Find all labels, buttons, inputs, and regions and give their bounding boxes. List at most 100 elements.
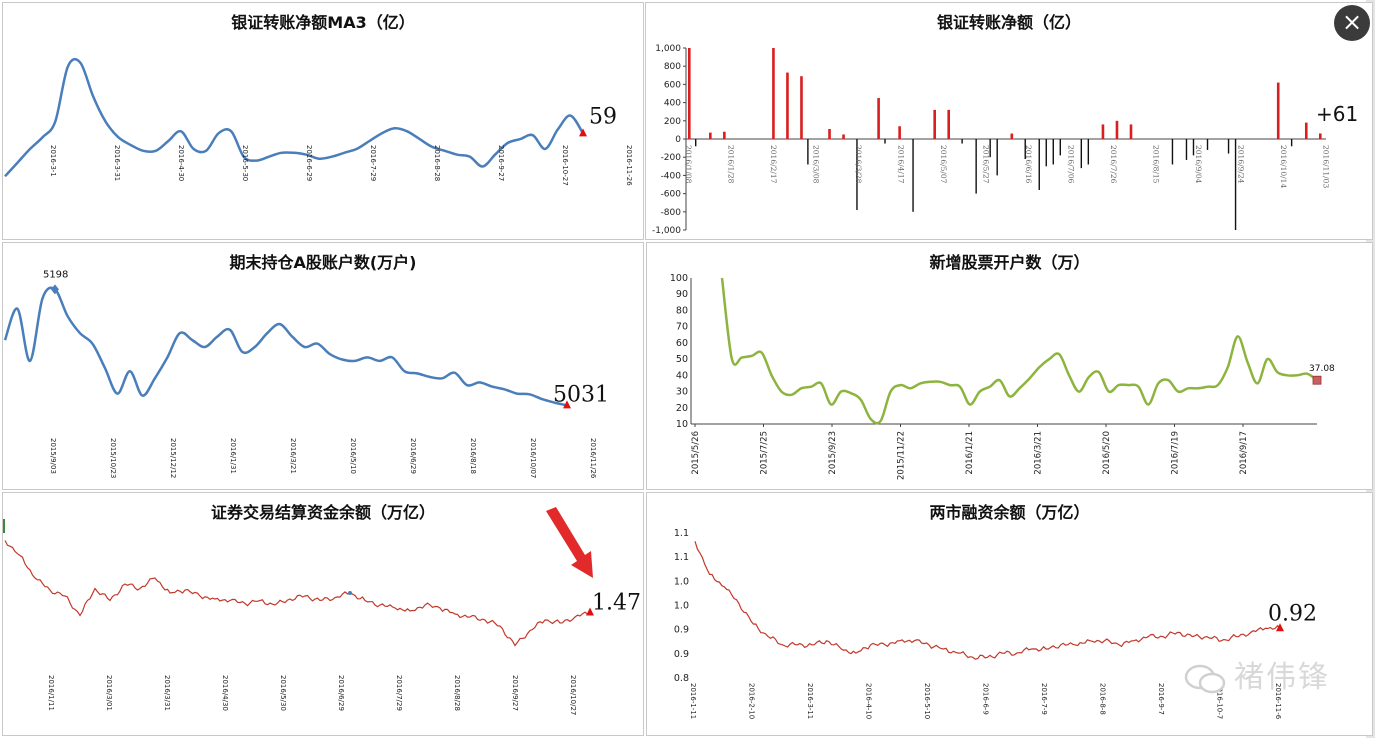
x-tick-label: 2016/10/14 [1279,145,1288,188]
bar [828,128,831,139]
y-tick-label: -400 [661,171,682,181]
x-tick-label: 2016/1/08 [684,145,693,184]
chart-accounts-panel: 期末持仓A股账户数(万户) 5198 2015/9/03 2015/10/23 201… [2,242,644,490]
x-tick-label: 2016/5/27 [982,145,991,184]
x-tick-label: 2016/3/31 [163,675,171,711]
x-tick-label: 2016/7/29 [395,675,403,711]
bar [786,72,789,139]
x-tick-label: 2016-3-31 [113,145,121,181]
x-tick-label: 2016-11-6 [1274,683,1282,720]
x-tick-label: 2016-6-9 [982,683,990,715]
bar [996,139,998,176]
x-tick-label: 2016/2/17 [769,145,778,184]
end-value-label: +61 [1316,102,1358,126]
y-tick-label: 20 [676,403,688,414]
x-tick-label: 2016/3/21 [1034,431,1044,475]
y-tick-label: 1.1 [674,552,689,563]
bar [912,139,914,212]
y-tick-label: 100 [670,273,688,284]
y-tick-label: 60 [676,338,688,349]
chart-net-panel: 银证转账净额（亿） 1,000 800 600 400 200 0 -200 -400 -600… [645,2,1373,240]
bar [898,126,901,139]
x-tick-label: 2016-3-1 [49,145,57,177]
x-tick-label: 2016/6/29 [409,438,417,474]
x-tick-label: 2016/8/15 [1152,145,1161,184]
bar [975,139,977,194]
bar [1010,133,1014,139]
bar [1318,133,1322,139]
x-tick-label: 2016/1/11 [47,675,55,711]
bar [1304,122,1308,139]
chart-newacct-panel: 新增股票开户数（万） 100 90 80 70 60 50 40 30 20 10 2015/5/2… [646,242,1373,490]
x-tick-label: 2016/11/26 [589,438,597,479]
end-marker [1312,375,1322,385]
wechat-icon [1184,664,1226,693]
bar [800,76,803,139]
y-tick-label: -600 [661,190,682,200]
bar [1052,139,1054,165]
series-line [3,286,568,407]
x-tick-label: 2016-6-29 [305,145,313,181]
x-tick-label: 2015/5/26 [691,431,701,475]
chart-ma3-svg: 2016-3-1 2016-3-31 2016-4-30 2016-5-30 2016-… [4,57,633,186]
y-tick-label: 0.8 [674,673,689,684]
x-tick-label: 2016/3/21 [289,438,297,474]
x-tick-label: 2016/3/28 [854,145,863,184]
left-marker [3,519,5,533]
x-tick-label: 2016/5/30 [279,675,287,711]
x-tick-label: 2016/9/04 [1194,145,1203,184]
series-line [694,541,1281,660]
bar [1024,139,1026,160]
x-tick-label: 2016/5/07 [939,145,948,184]
chart-margin-panel: 两市融资余额（万亿） 1.1 1.1 1.0 1.0 0.9 0.9 0.8 2016-1-1… [646,492,1373,736]
bar [1038,139,1040,190]
watermark: 褚伟锋 [1184,652,1330,696]
chart-settle-svg: 2016/1/11 2016/3/01 2016/3/31 2016/4/30 2016… [3,507,641,715]
x-tick-label: 2016/1/31 [229,438,237,474]
x-tick-label: 2016/4/17 [897,145,906,184]
bar [947,109,951,139]
close-icon: × [1341,8,1363,36]
bar [1101,124,1105,139]
bar [1185,139,1188,160]
y-tick-label: 0.9 [674,625,689,636]
x-tick-label: 2016-1-11 [689,683,697,719]
x-tick-label: 2016-4-10 [865,683,873,719]
x-tick-label: 2016-9-7 [1157,683,1165,715]
x-tick-label: 2016/10/07 [529,438,537,478]
y-tick-label: -200 [661,153,682,163]
x-tick-label: 2016-10-7 [1216,683,1224,719]
bar [709,132,712,139]
x-tick-label: 2015/7/25 [760,431,770,475]
series-line [720,277,1318,425]
chart-net-svg: 1,000 800 600 400 200 0 -200 -400 -600 -800 -1,000… [652,44,1358,236]
x-tick-label: 2016/1/28 [727,145,736,184]
bar [723,131,726,139]
x-tick-label: 2016/3/08 [812,145,821,184]
y-tick-label: 50 [676,354,688,365]
bar [1059,139,1061,156]
bar [1129,124,1133,139]
x-tick-label: 2016-7-9 [1040,683,1048,715]
y-tick-label: 80 [676,305,688,316]
bar [807,139,809,165]
y-tick-label: 1.1 [674,528,689,539]
y-tick-label: 800 [664,62,681,72]
end-marker [586,607,594,616]
bar [933,109,936,139]
x-tick-label: 2016-8-8 [1099,683,1107,715]
y-tick-label: 200 [664,117,681,127]
x-tick-label: 2016-5-30 [241,145,249,181]
end-value-label: 59 [589,104,617,129]
chart-ma3-panel: 银证转账净额MA3（亿） 2016-3-1 2016-3-31 2016-4-30 2… [2,2,644,240]
chart-title: 两市融资余额（万亿） [929,503,1090,522]
x-tick-label: 2016/5/20 [1102,431,1112,475]
x-tick-label: 2016/11/03 [1322,145,1331,188]
bar [1206,139,1209,150]
x-tick-label: 2015/12/12 [169,438,177,478]
x-tick-label: 2015/9/23 [828,431,838,475]
x-tick-label: 2016/7/06 [1067,145,1076,184]
close-button[interactable]: × [1334,5,1370,41]
